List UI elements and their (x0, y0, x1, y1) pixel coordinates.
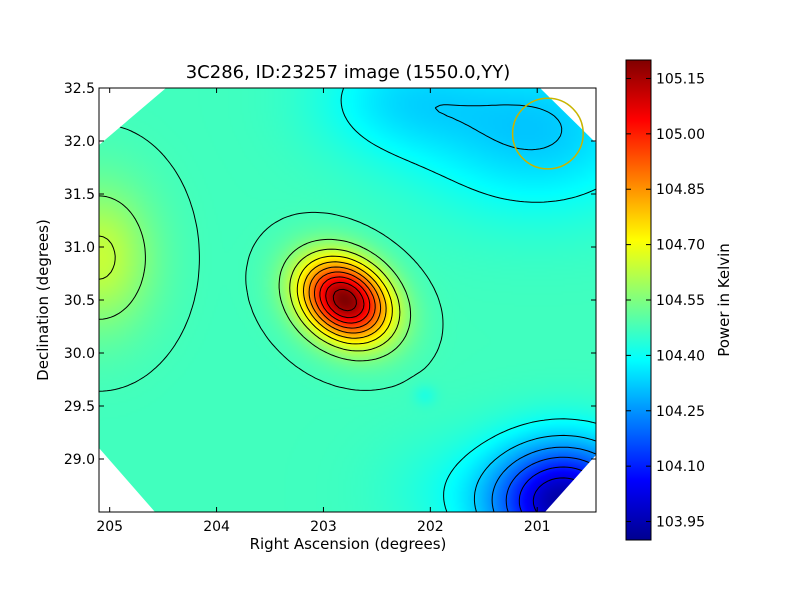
colorbar-tick-label: 103.95 (656, 515, 705, 531)
x-tick-label: 202 (417, 519, 444, 535)
y-tick-label: 29.0 (64, 452, 95, 468)
heatmap-area (99, 88, 596, 512)
x-tick-label: 203 (310, 519, 337, 535)
contour-line (319, 276, 371, 324)
x-tick-label: 204 (203, 519, 230, 535)
colorbar: 103.95 104.10 104.25 104.40 104.55 104.70 104.… (625, 59, 733, 541)
contour-line (434, 104, 596, 512)
mask-top-right (540, 88, 596, 143)
mask-bottom-left (99, 448, 155, 512)
x-tick-label: 201 (524, 519, 551, 535)
contour-line (303, 261, 387, 339)
colorbar-tick-label: 104.10 (656, 459, 705, 475)
colorbar-tick-label: 104.70 (656, 238, 705, 254)
y-tick-label: 31.0 (64, 240, 95, 256)
x-axis-label: Right Ascension (degrees) (250, 535, 447, 553)
heatmap-image (99, 88, 596, 512)
y-tick-label: 31.5 (64, 187, 95, 203)
contour-line (308, 266, 382, 334)
contour-line (340, 88, 596, 512)
colorbar-tick-label: 104.85 (656, 182, 705, 198)
x-axis-ticks: 205 204 203 202 201 (96, 88, 551, 535)
colorbar-tick-label: 104.25 (656, 404, 705, 420)
contour-line (518, 466, 596, 512)
y-tick-label: 32.5 (64, 81, 95, 97)
colorbar-label: Power in Kelvin (715, 243, 733, 357)
y-tick-label: 30.5 (64, 293, 95, 309)
mask-top-left (99, 88, 166, 145)
chart-title: 3C286, ID:23257 image (1550.0,YY) (186, 62, 511, 83)
colorbar-tick-label: 104.55 (656, 293, 705, 309)
mask-bottom-right (545, 455, 596, 512)
colorbar-tick-label: 104.40 (656, 348, 705, 364)
contour-line (491, 446, 596, 512)
contour-line (332, 288, 357, 312)
contour-line (296, 255, 393, 345)
x-tick-label: 205 (96, 519, 123, 535)
y-axis-ticks: 29.0 29.5 30.0 30.5 31.0 31.5 32.0 32.5 (64, 81, 596, 468)
y-tick-label: 30.0 (64, 346, 95, 362)
colorbar-tick-label: 105.00 (656, 127, 705, 143)
contour-line (99, 195, 412, 362)
colorbar-ticks: 103.95 104.10 104.25 104.40 104.55 104.70 104.… (626, 71, 705, 531)
contour-lines (99, 88, 596, 512)
colorbar-tick-label: 105.15 (656, 71, 705, 87)
y-tick-label: 29.5 (64, 399, 95, 415)
contour-line (314, 271, 376, 329)
contour-line (325, 281, 365, 319)
y-axis-label: Declination (degrees) (34, 219, 52, 381)
beam-circle (511, 97, 584, 170)
y-tick-label: 32.0 (64, 134, 95, 150)
